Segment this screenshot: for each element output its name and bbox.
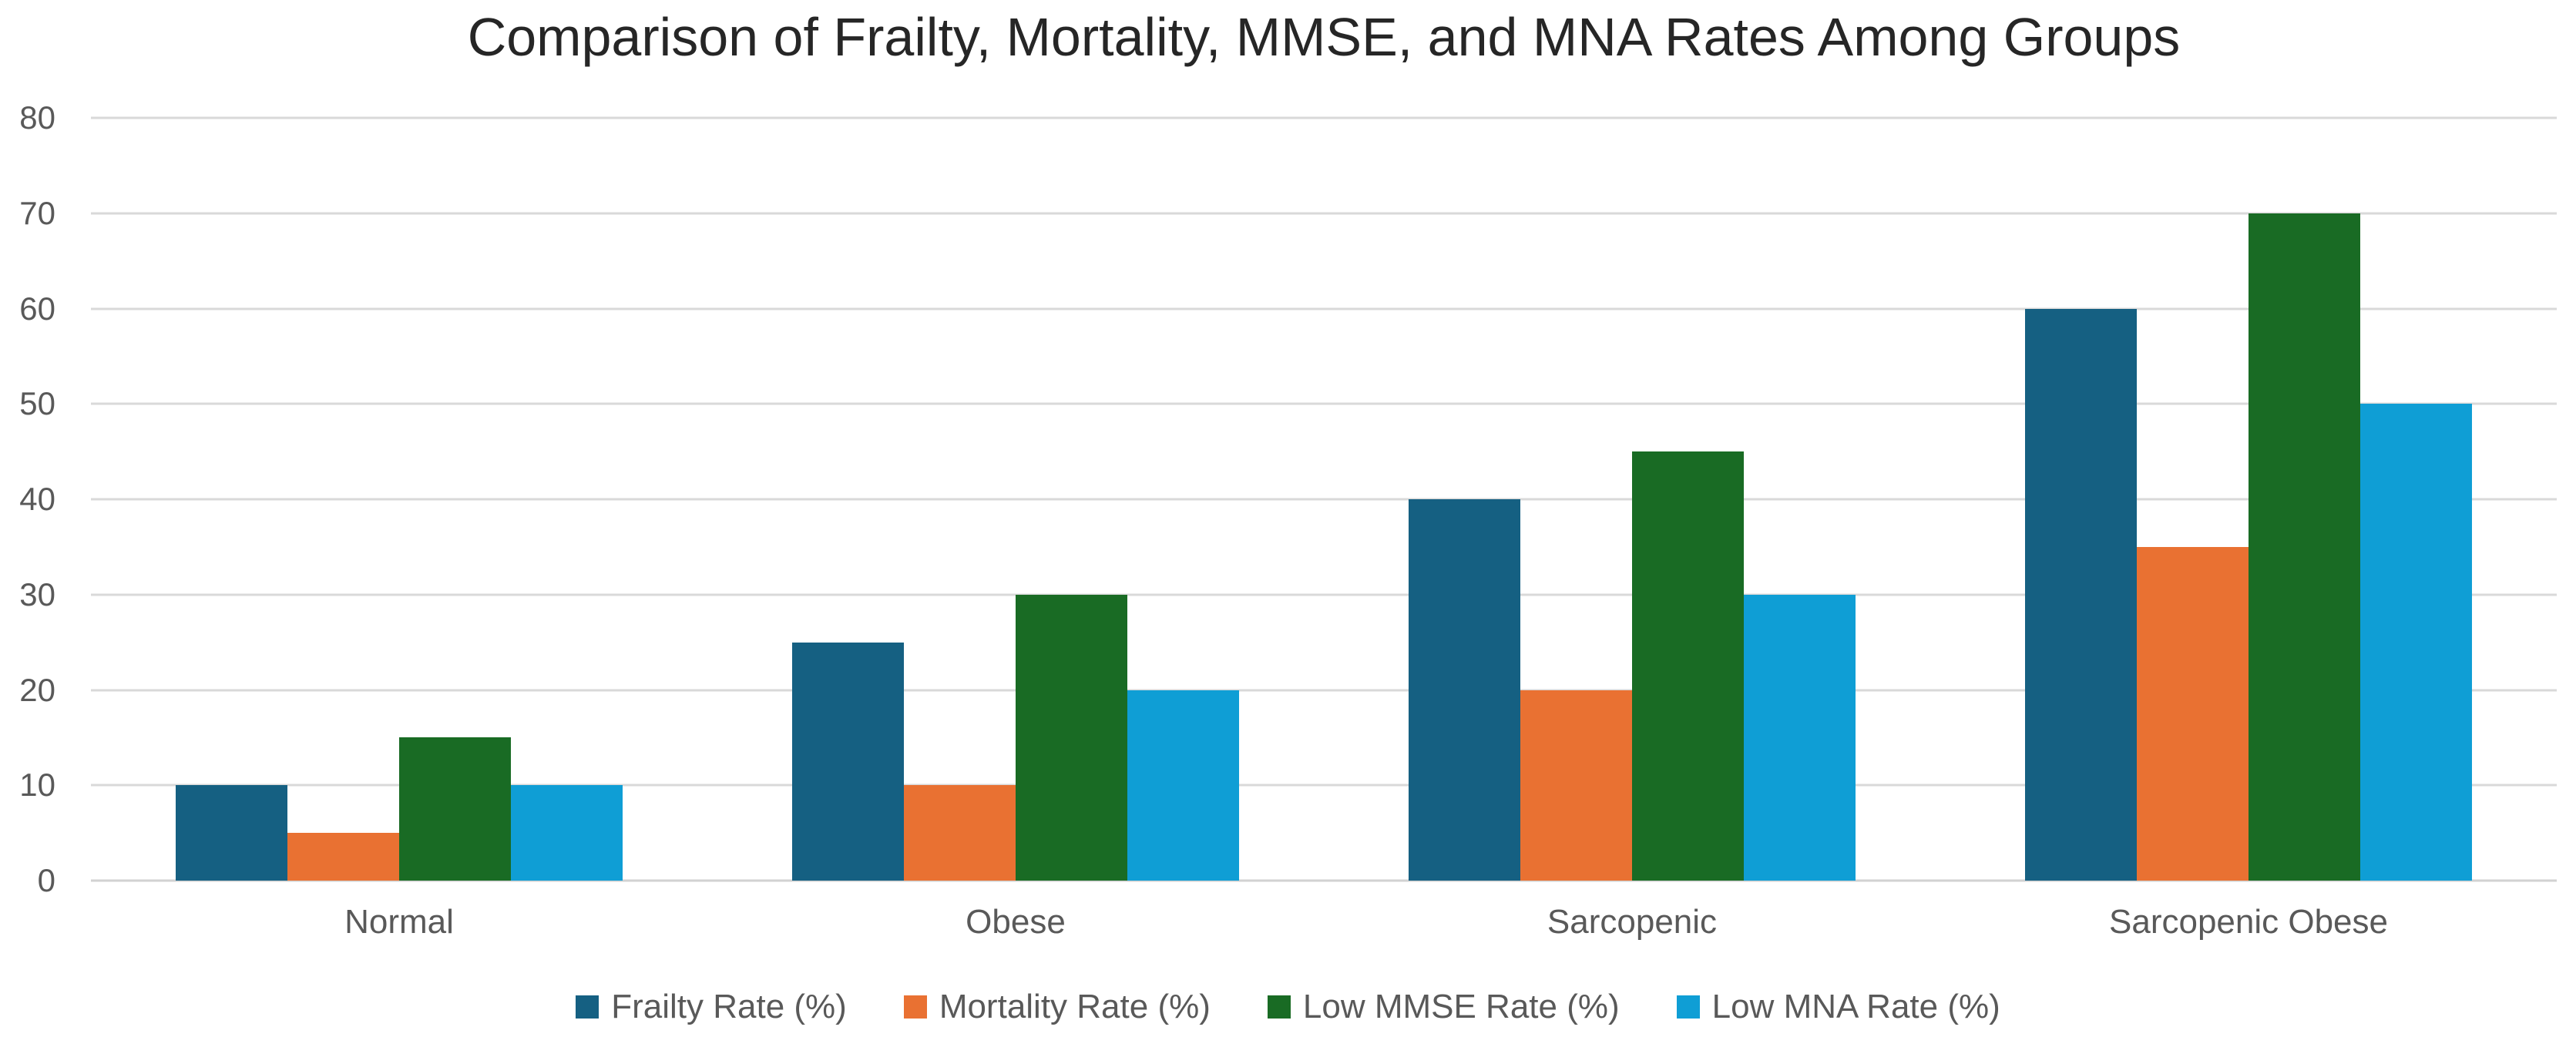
gridline-30 xyxy=(91,593,2557,596)
gridline-60 xyxy=(91,307,2557,310)
legend-entry-mortality-rate: Mortality Rate (%) xyxy=(903,988,1211,1026)
x-tick-label-sarcopenic: Sarcopenic xyxy=(1547,903,1718,941)
plot-area xyxy=(91,116,2557,882)
x-axis-labels: Normal Obese Sarcopenic Sarcopenic Obese xyxy=(91,901,2557,943)
bar-frailty-rate-sarcopenic xyxy=(1409,499,1520,881)
y-tick-label-60: 60 xyxy=(19,290,55,327)
y-axis-labels: 0 10 20 30 40 50 60 70 80 xyxy=(0,99,66,898)
bar-mortality-rate-obese xyxy=(904,785,1016,881)
x-tick-label-obese: Obese xyxy=(966,903,1066,941)
gridline-70 xyxy=(91,212,2557,215)
bar-mortality-rate-sarcopenic xyxy=(1520,690,1632,881)
bar-low-mna-rate-normal xyxy=(511,785,623,881)
legend-label: Low MNA Rate (%) xyxy=(1711,988,2000,1025)
y-tick-label-0: 0 xyxy=(37,862,55,898)
bar-low-mna-rate-obese xyxy=(1127,690,1239,881)
gridline-0 xyxy=(91,879,2557,882)
legend-label: Frailty Rate (%) xyxy=(611,988,847,1025)
y-tick-label-80: 80 xyxy=(19,99,55,136)
bar-low-mmse-rate-obese xyxy=(1016,594,1127,881)
y-tick-label-30: 30 xyxy=(19,576,55,612)
bar-groups xyxy=(91,118,2557,881)
gridline-80 xyxy=(91,116,2557,119)
bar-frailty-rate-obese xyxy=(792,642,904,881)
bar-low-mmse-rate-sarcopenic xyxy=(1632,451,1744,881)
bar-low-mna-rate-sarcopenic xyxy=(1744,594,1856,881)
y-tick-label-50: 50 xyxy=(19,385,55,422)
legend: Frailty Rate (%) Mortality Rate (%) Low MM… xyxy=(0,988,2576,1026)
bar-mortality-rate-normal xyxy=(287,833,399,881)
legend-label: Mortality Rate (%) xyxy=(939,988,1211,1025)
legend-entry-frailty-rate: Frailty Rate (%) xyxy=(576,988,847,1026)
bar-mortality-rate-sarcopenic-obese xyxy=(2137,546,2249,881)
gridline-20 xyxy=(91,689,2557,691)
gridline-40 xyxy=(91,498,2557,501)
legend-swatch-icon xyxy=(903,995,927,1019)
legend-swatch-icon xyxy=(1676,995,1700,1019)
chart-title: Comparison of Frailty, Mortality, MMSE, … xyxy=(467,7,2181,67)
legend-swatch-icon xyxy=(576,995,599,1019)
bar-low-mmse-rate-normal xyxy=(399,737,511,881)
x-tick-label-normal: Normal xyxy=(344,903,454,941)
legend-entry-low-mna-rate: Low MNA Rate (%) xyxy=(1676,988,2000,1026)
bar-group-normal xyxy=(91,118,707,881)
bar-low-mna-rate-sarcopenic-obese xyxy=(2360,404,2472,881)
bar-frailty-rate-sarcopenic-obese xyxy=(2025,308,2137,881)
y-tick-label-10: 10 xyxy=(19,767,55,804)
y-tick-label-20: 20 xyxy=(19,671,55,708)
bar-group-sarcopenic-obese xyxy=(1940,118,2557,881)
gridline-50 xyxy=(91,402,2557,405)
legend-entry-low-mmse-rate: Low MMSE Rate (%) xyxy=(1267,988,1620,1026)
legend-swatch-icon xyxy=(1267,995,1291,1019)
bar-group-sarcopenic xyxy=(1324,118,1940,881)
y-tick-label-40: 40 xyxy=(19,481,55,517)
y-tick-label-70: 70 xyxy=(19,194,55,231)
gridline-10 xyxy=(91,784,2557,787)
x-tick-label-sarcopenic-obese: Sarcopenic Obese xyxy=(2109,903,2388,941)
bar-frailty-rate-normal xyxy=(176,785,287,881)
bar-low-mmse-rate-sarcopenic-obese xyxy=(2249,213,2360,881)
legend-label: Low MMSE Rate (%) xyxy=(1302,988,1620,1025)
bar-group-obese xyxy=(707,118,1324,881)
